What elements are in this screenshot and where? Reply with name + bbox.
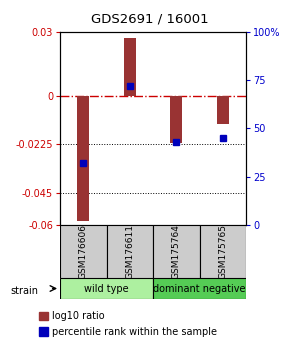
Text: wild type: wild type	[84, 284, 129, 293]
Bar	[124, 38, 136, 96]
Text: GSM176606: GSM176606	[79, 224, 88, 279]
Bar	[200, 225, 246, 278]
Text: dominant negative: dominant negative	[153, 284, 246, 293]
Text: GSM176611: GSM176611	[125, 224, 134, 279]
Bar	[217, 96, 229, 124]
Text: GSM175765: GSM175765	[218, 224, 227, 279]
Text: log10 ratio: log10 ratio	[52, 311, 105, 321]
Text: percentile rank within the sample: percentile rank within the sample	[52, 327, 218, 337]
Bar	[153, 278, 246, 299]
Bar	[77, 96, 89, 221]
Bar	[60, 225, 106, 278]
Text: GSM175764: GSM175764	[172, 224, 181, 279]
Bar	[170, 96, 182, 143]
Text: GDS2691 / 16001: GDS2691 / 16001	[91, 13, 209, 26]
Text: strain: strain	[11, 286, 38, 296]
Bar	[60, 278, 153, 299]
Bar	[153, 225, 200, 278]
Bar	[106, 225, 153, 278]
